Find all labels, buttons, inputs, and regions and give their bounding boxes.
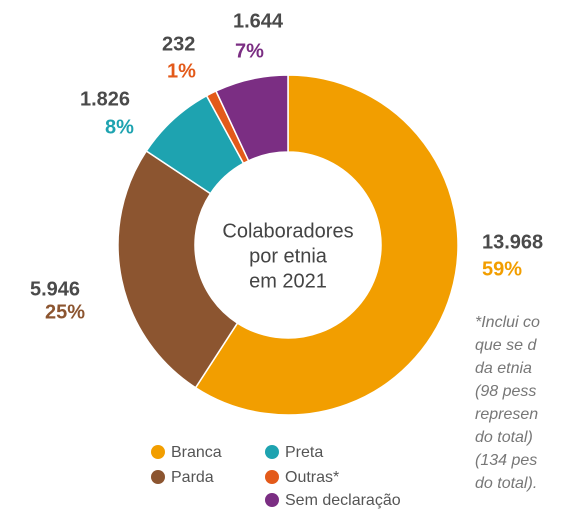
center-text: por etnia	[249, 245, 328, 267]
donut-slice	[194, 74, 459, 416]
donut-slice	[214, 74, 289, 162]
footnote: *Inclui co	[475, 314, 540, 331]
legend-label: Parda	[171, 469, 214, 486]
footnote: do total)	[475, 429, 533, 446]
legend-swatch	[265, 493, 279, 507]
value-label: 5.946	[30, 278, 80, 300]
footnote: (134 pes	[475, 452, 537, 469]
value-label: 232	[162, 33, 195, 55]
footnote: (98 pess	[475, 383, 536, 400]
value-label: 1.644	[233, 10, 284, 32]
center-text: em 2021	[249, 270, 327, 292]
donut-slice	[117, 149, 239, 389]
center-text: Colaboradores	[222, 220, 353, 242]
percent-label: 7%	[235, 40, 264, 62]
legend-label: Preta	[285, 444, 323, 461]
legend-swatch	[265, 445, 279, 459]
value-label: 1.826	[80, 88, 130, 110]
percent-label: 25%	[45, 301, 85, 323]
legend-swatch	[151, 470, 165, 484]
footnote: represen	[475, 406, 538, 423]
footnote: do total).	[475, 475, 537, 492]
legend-swatch	[151, 445, 165, 459]
legend-label: Sem declaração	[285, 492, 401, 509]
legend-label: Branca	[171, 444, 222, 461]
footnote: da etnia	[475, 360, 532, 377]
percent-label: 1%	[167, 60, 196, 82]
percent-label: 8%	[105, 116, 134, 138]
legend-label: Outras*	[285, 469, 339, 486]
percent-label: 59%	[482, 258, 522, 280]
footnote: que se d	[475, 337, 537, 354]
value-label: 13.968	[482, 231, 543, 253]
legend-swatch	[265, 470, 279, 484]
